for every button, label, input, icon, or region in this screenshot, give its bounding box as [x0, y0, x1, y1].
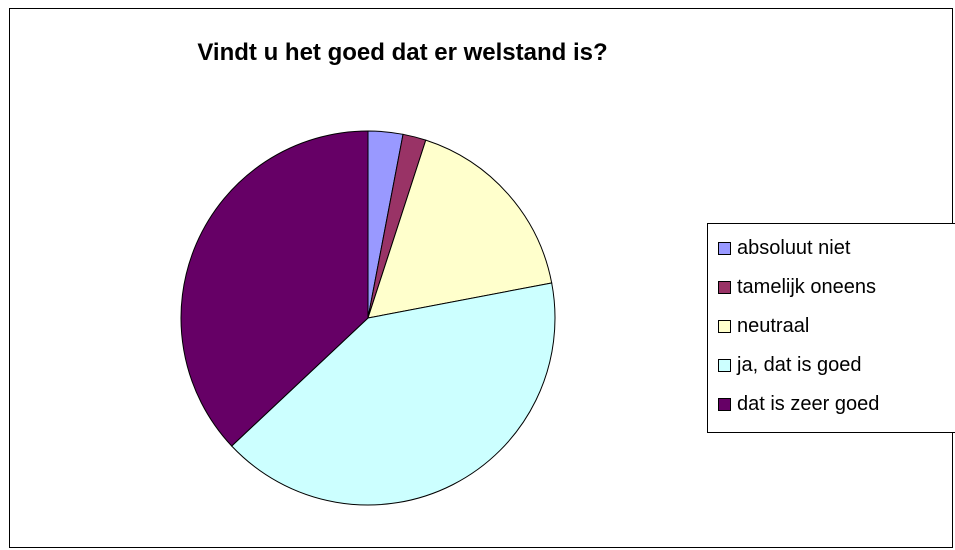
- legend-item: tamelijk oneens: [718, 275, 876, 299]
- legend-label: tamelijk oneens: [737, 275, 876, 298]
- legend-label: neutraal: [737, 314, 810, 337]
- legend-swatch: [718, 397, 731, 411]
- legend-swatch: [718, 319, 731, 333]
- chart-frame: Vindt u het goed dat er welstand is? abs…: [9, 8, 955, 548]
- pie-slice-neutraal: [367, 139, 553, 319]
- legend-item: dat is zeer goed: [718, 392, 879, 416]
- legend-label: dat is zeer goed: [737, 392, 880, 415]
- legend-label: ja, dat is goed: [737, 353, 862, 376]
- legend-swatch: [718, 358, 731, 372]
- chart-legend: absoluut niet tamelijk oneens neutraal ja, …: [707, 223, 955, 433]
- legend-item: ja, dat is goed: [718, 353, 862, 377]
- chart-title: Vindt u het goed dat er welstand is?: [197, 39, 608, 66]
- pie-chart: [180, 130, 556, 506]
- legend-swatch: [718, 241, 731, 255]
- legend-label: absoluut niet: [737, 236, 851, 259]
- pie-slice-ja-dat-is-goed: [230, 282, 556, 506]
- pie-slice-dat-is-zeer-goed: [180, 130, 369, 447]
- legend-item: neutraal: [718, 314, 809, 338]
- legend-item: absoluut niet: [718, 236, 850, 260]
- legend-swatch: [718, 280, 731, 294]
